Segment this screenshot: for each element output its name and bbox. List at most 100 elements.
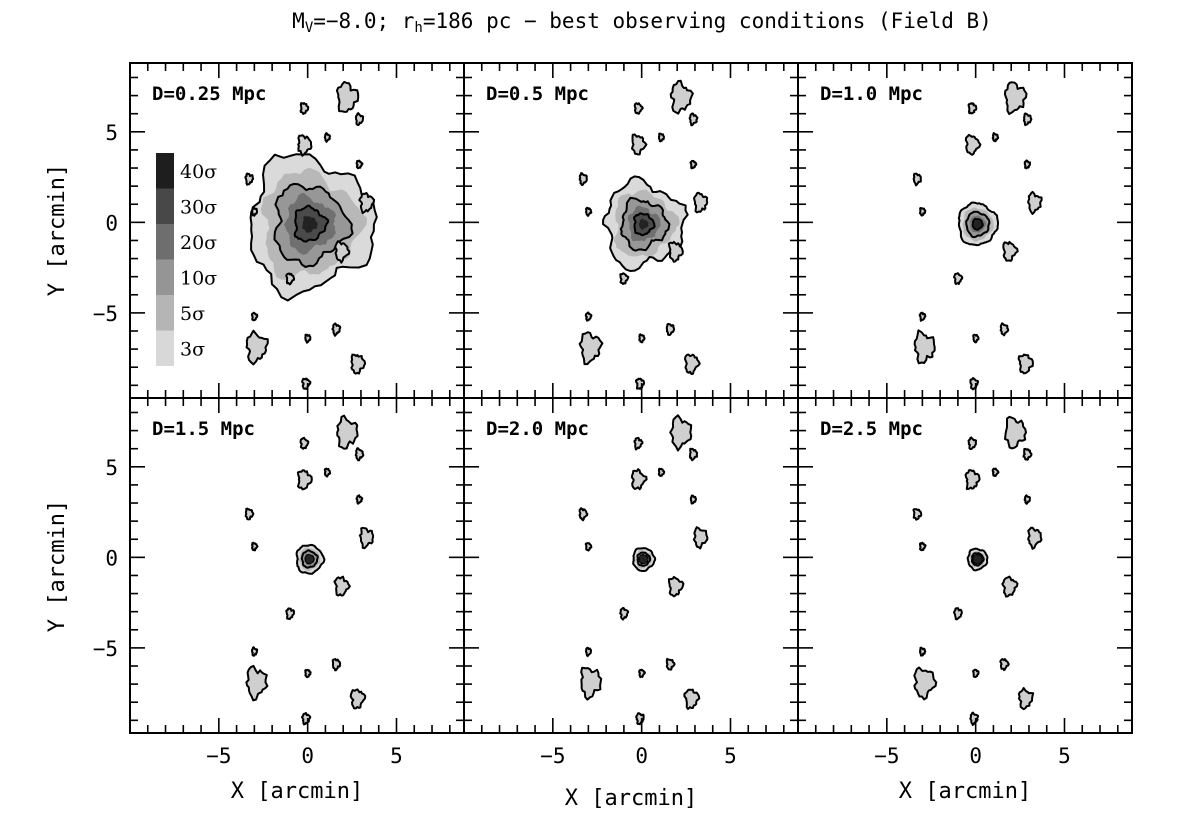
background-source-contour	[1027, 190, 1043, 215]
background-source-contour	[1017, 353, 1034, 375]
background-source-contour	[689, 494, 698, 505]
background-source-contour	[972, 333, 980, 344]
background-source-contour	[999, 322, 1010, 337]
background-source-contour	[913, 666, 938, 701]
background-source	[670, 80, 693, 114]
panel-density-map	[244, 80, 378, 390]
background-source	[685, 354, 700, 374]
x-tick-label: 0	[969, 744, 982, 768]
legend-label: 10σ	[180, 268, 217, 290]
background-source-contour	[684, 353, 701, 375]
contour-line	[633, 212, 656, 237]
panel-5: D=2.0 Mpc −5 0 5	[463, 397, 799, 768]
background-source-contour	[584, 542, 593, 552]
background-source-contour	[919, 646, 927, 657]
background-source-contour	[331, 322, 342, 337]
background-source-contour	[999, 658, 1010, 672]
legend-swatch	[156, 224, 174, 260]
y-tick-label: 5	[105, 121, 118, 145]
density-level-6	[639, 555, 648, 564]
background-source-contour	[638, 333, 646, 344]
background-source-contour	[619, 606, 630, 621]
contour-line	[295, 543, 326, 575]
background-source-contour	[631, 133, 648, 156]
background-source-contour	[953, 607, 963, 621]
y-tick-label: −5	[93, 637, 118, 661]
panel-label: D=2.5 Mpc	[820, 418, 923, 440]
background-source-contour	[354, 447, 365, 462]
background-source-contour	[578, 331, 604, 366]
background-source-contour	[244, 172, 255, 186]
y-axis-label: Y [arcmin]	[45, 164, 70, 296]
contour-line	[971, 217, 984, 231]
background-source	[246, 665, 268, 701]
background-source-contour	[1003, 81, 1028, 115]
background-source-contour	[323, 132, 331, 143]
contour-line	[965, 210, 991, 239]
background-source-contour	[665, 657, 676, 671]
background-source-contour	[991, 467, 1000, 477]
background-source-contour	[585, 646, 593, 658]
background-source-contour	[578, 172, 588, 187]
background-source	[914, 667, 937, 700]
background-source-contour	[331, 658, 342, 672]
background-source-contour	[297, 134, 313, 157]
contour-line	[957, 201, 999, 247]
background-source	[620, 273, 629, 284]
background-source-contour	[1002, 240, 1019, 262]
background-source-contour	[245, 329, 269, 366]
contour-line	[249, 153, 378, 302]
panel-label: D=2.0 Mpc	[486, 418, 589, 440]
background-source-contour	[250, 311, 259, 322]
background-source-contour	[913, 329, 936, 365]
legend-label: 30σ	[180, 197, 217, 219]
background-source-contour	[251, 646, 259, 657]
background-source-contour	[251, 541, 259, 552]
background-source-contour	[683, 688, 701, 710]
density-level-6	[973, 555, 982, 564]
background-source-contour	[333, 575, 351, 597]
background-source-contour	[585, 206, 593, 217]
background-source-contour	[245, 664, 269, 702]
x-axis-label: X [arcmin]	[565, 786, 697, 811]
background-source-contour	[358, 526, 375, 550]
panel-label: D=0.5 Mpc	[486, 83, 589, 105]
panel-density-map	[578, 79, 709, 390]
contour-line	[293, 204, 330, 243]
background-source-contour	[580, 666, 603, 701]
y-tick-label: −5	[93, 302, 118, 326]
y-tick-label: 0	[105, 546, 118, 570]
x-tick-label: 5	[724, 744, 737, 768]
panel-4: D=1.5 Mpc −5 0 5 −5 0 5	[93, 397, 465, 768]
contour-line	[602, 175, 689, 272]
background-source-contour	[919, 541, 927, 552]
background-source-contour	[285, 607, 295, 620]
background-source-contour	[667, 240, 684, 263]
panel-density-map	[244, 414, 375, 726]
background-source-contour	[669, 79, 694, 115]
background-source	[632, 469, 647, 490]
panel-background	[798, 398, 1132, 733]
background-source-contour	[304, 668, 312, 679]
background-source-contour	[578, 507, 589, 522]
background-source-contour	[1023, 494, 1031, 505]
background-source-contour	[335, 80, 360, 113]
background-source-contour	[631, 468, 648, 491]
background-source-contour	[633, 102, 644, 115]
background-source-contour	[991, 132, 1000, 143]
panel-ticks	[464, 398, 798, 733]
contour-line	[273, 182, 354, 268]
background-source-contour	[349, 688, 367, 710]
background-source-contour	[692, 526, 709, 550]
background-source-contour	[619, 272, 630, 285]
density-level-6	[973, 219, 982, 229]
background-source	[297, 470, 312, 490]
panel-density-map	[912, 415, 1043, 726]
x-tick-label: −5	[206, 744, 231, 768]
legend-label: 3σ	[180, 339, 205, 361]
background-source	[581, 667, 602, 700]
background-source-contour	[1022, 447, 1033, 461]
panel-density-map	[578, 414, 709, 726]
panel-1: D=0.25 Mpc −5 0 5	[93, 62, 465, 399]
